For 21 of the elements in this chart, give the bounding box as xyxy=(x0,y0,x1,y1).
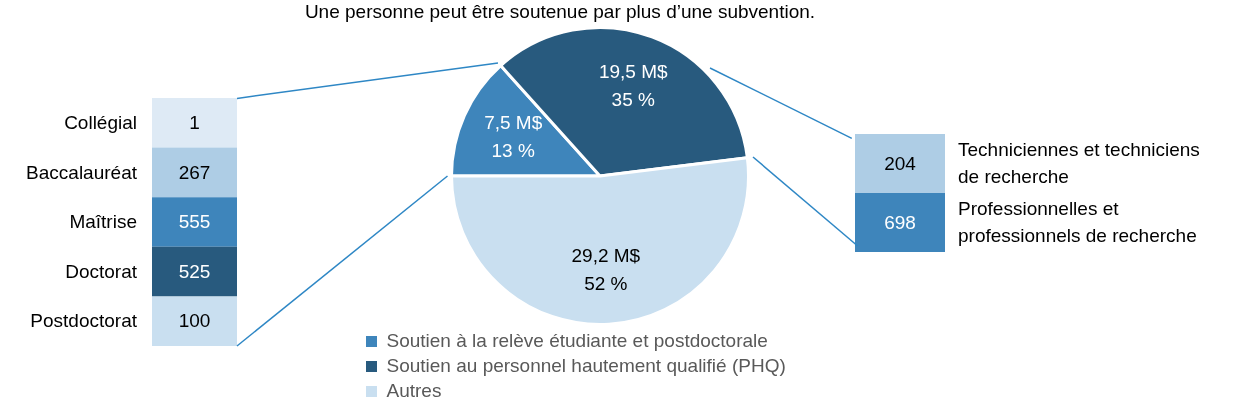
data-label: 698 xyxy=(884,211,916,233)
data-label: 267 xyxy=(178,161,211,183)
data-label: 100 xyxy=(178,310,211,332)
data-label: 555 xyxy=(178,211,211,233)
data-label: 19,5 M$ 35 % xyxy=(598,61,669,111)
category-label: Postdoctorat xyxy=(30,310,138,332)
legend-label: Soutien à la relève étudiante et postdoctorale xyxy=(386,329,768,351)
data-label: 7,5 M$ 13 % xyxy=(484,111,543,161)
text: Une personne peut être soutenue par plus d’une subvention. xyxy=(303,1,817,23)
category-label: Maîtrise xyxy=(69,211,137,233)
category-label: Professionnelles et professionnels de recherche xyxy=(958,198,1197,247)
data-label: 1 xyxy=(189,112,200,134)
data-label: 525 xyxy=(178,260,211,282)
data-label: 204 xyxy=(884,152,917,174)
category-label: Techniciennes et techniciens de recherche xyxy=(958,139,1200,188)
category-label: Collégial xyxy=(64,112,137,134)
legend-label: Soutien au personnel hautement qualifié (PHQ) xyxy=(386,354,786,376)
data-label: 29,2 M$ 52 % xyxy=(571,245,641,295)
category-label: Doctorat xyxy=(65,260,138,282)
legend-label: Autres xyxy=(386,379,442,401)
category-label: Baccalauréat xyxy=(26,161,138,183)
